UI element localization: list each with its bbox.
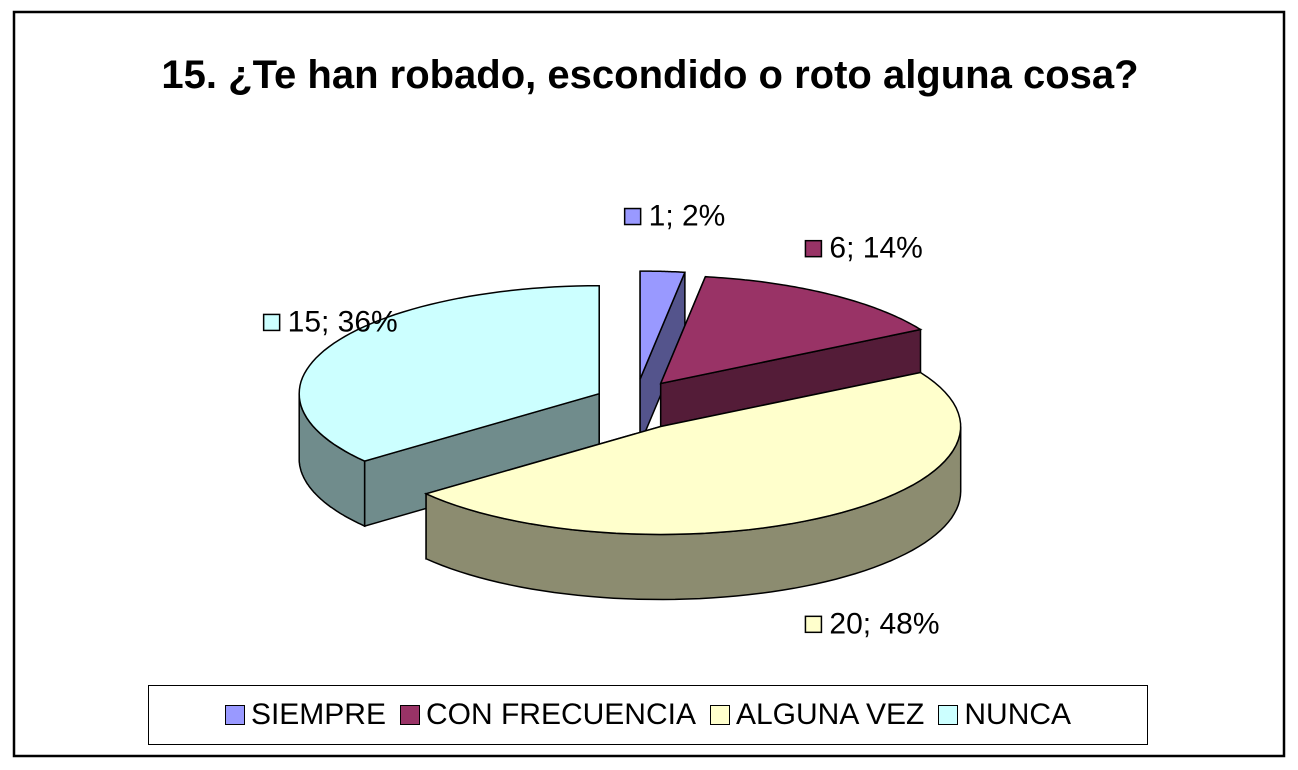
legend-swatch (399, 705, 420, 725)
data-label: 6; 14% (829, 232, 922, 265)
data-label: 20; 48% (829, 607, 939, 640)
slice-top (298, 284, 600, 462)
chart-frame (12, 10, 1286, 758)
legend-item: CON FRECUENCIA (399, 698, 696, 732)
legend-label: SIEMPRE (250, 698, 386, 731)
chart-title: 15. ¿Te han robado, escondido o roto alg… (161, 53, 1139, 97)
legend-item: ALGUNA VEZ (709, 698, 925, 732)
legend-label: NUNCA (964, 698, 1072, 731)
slice (298, 284, 600, 528)
legend-swatch (224, 705, 245, 725)
slice-top (639, 270, 686, 380)
legend: SIEMPRE CON FRECUENCIA ALGUNA VEZ NUNCA (148, 685, 1148, 745)
legend-item: SIEMPRE (224, 698, 386, 732)
data-label-swatch (804, 615, 823, 634)
legend-item: NUNCA (938, 698, 1071, 732)
slice-top (423, 371, 962, 536)
legend-swatch (709, 705, 730, 725)
data-label: 1; 2% (649, 199, 726, 232)
legend-swatch (938, 705, 959, 725)
data-label-swatch (262, 313, 281, 332)
slice-top (659, 275, 923, 385)
slice (423, 371, 962, 601)
legend-label: ALGUNA VEZ (735, 698, 925, 731)
legend-label: CON FRECUENCIA (425, 698, 696, 731)
data-label-swatch (623, 207, 642, 226)
data-label-swatch (804, 239, 823, 258)
slice (639, 270, 686, 445)
data-label: 15; 36% (288, 305, 398, 338)
